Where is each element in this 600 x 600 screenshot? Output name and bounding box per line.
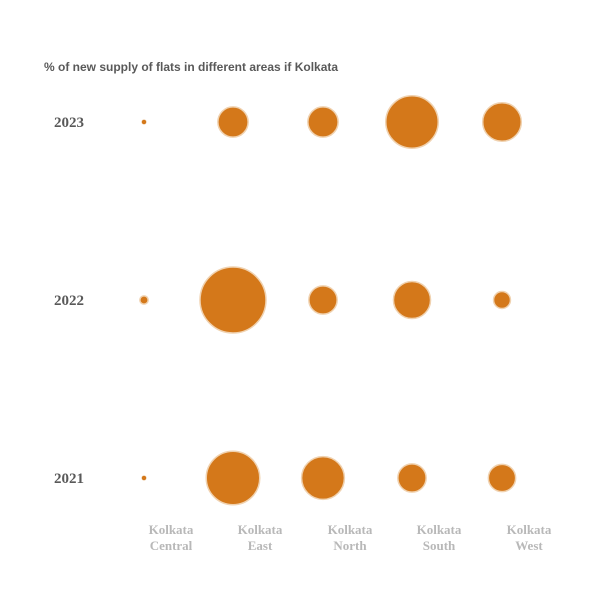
category-label-kolkata-north: Kolkata North: [328, 522, 373, 553]
category-label-kolkata-east: Kolkata East: [238, 522, 283, 553]
bubble-2021-kolkata-south: [397, 463, 427, 493]
category-label-kolkata-south: Kolkata South: [417, 522, 462, 553]
chart-title: % of new supply of flats in different ar…: [44, 60, 338, 74]
bubble-2023-kolkata-central: [141, 119, 147, 125]
bubble-2021-kolkata-central: [141, 475, 147, 481]
bubble-2023-kolkata-east: [217, 106, 249, 138]
bubble-2023-kolkata-south: [385, 95, 439, 149]
year-label-2023: 2023: [54, 115, 84, 131]
year-label-2022: 2022: [54, 293, 84, 309]
year-label-2021: 2021: [54, 471, 84, 487]
bubble-2022-kolkata-north: [308, 285, 338, 315]
bubble-2023-kolkata-north: [307, 106, 339, 138]
bubble-2021-kolkata-west: [487, 463, 517, 493]
year-labels: 2023 2022 2021: [54, 115, 84, 487]
bubble-2022-kolkata-central: [139, 295, 149, 305]
bubble-2022-kolkata-south: [392, 280, 432, 320]
category-label-kolkata-west: Kolkata West: [507, 522, 552, 553]
bubble-2022-kolkata-west: [492, 290, 512, 310]
category-labels: Kolkata Central Kolkata East Kolkata North Kol…: [149, 522, 552, 553]
bubble-2021-kolkata-east: [205, 450, 261, 506]
bubble-2023-kolkata-west: [481, 101, 523, 143]
category-label-kolkata-central: Kolkata Central: [149, 522, 194, 553]
bubble-2022-kolkata-east: [199, 266, 267, 334]
bubble-2021-kolkata-north: [300, 455, 346, 501]
bubbles: [139, 95, 523, 506]
